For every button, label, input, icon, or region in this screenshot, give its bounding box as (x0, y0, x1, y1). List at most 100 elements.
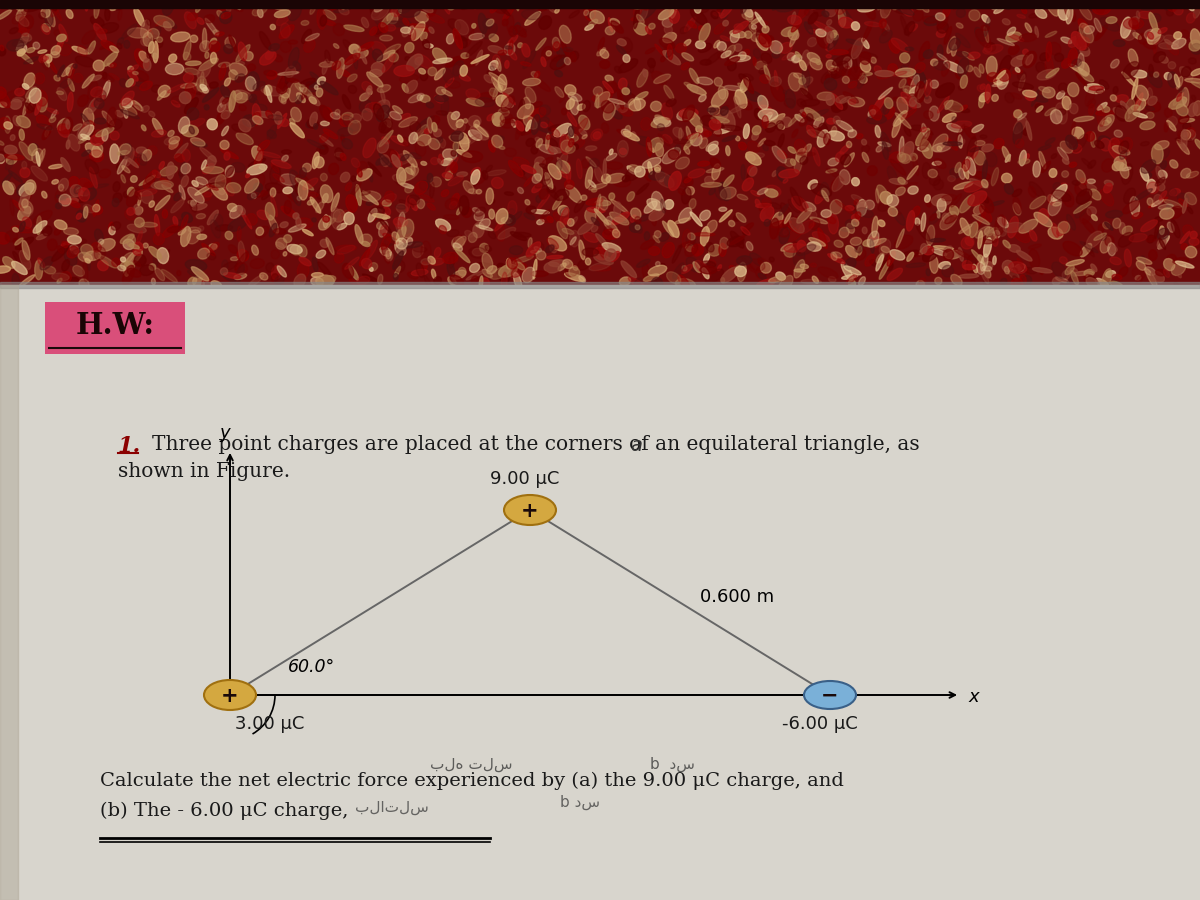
Ellipse shape (344, 212, 354, 225)
Ellipse shape (25, 180, 36, 194)
Ellipse shape (552, 129, 560, 137)
Ellipse shape (1087, 207, 1097, 216)
Ellipse shape (580, 129, 587, 136)
Ellipse shape (810, 217, 828, 224)
Ellipse shape (832, 61, 848, 78)
Ellipse shape (1188, 207, 1193, 213)
Ellipse shape (186, 119, 205, 129)
Ellipse shape (1018, 124, 1027, 136)
Ellipse shape (736, 212, 746, 222)
Ellipse shape (337, 128, 353, 136)
Ellipse shape (1038, 145, 1051, 150)
Ellipse shape (383, 112, 391, 128)
Ellipse shape (386, 21, 407, 27)
Ellipse shape (686, 126, 692, 143)
Ellipse shape (0, 154, 5, 164)
Ellipse shape (247, 72, 259, 89)
Ellipse shape (1165, 0, 1175, 8)
Ellipse shape (1105, 211, 1123, 218)
Ellipse shape (377, 105, 390, 122)
Ellipse shape (997, 217, 1008, 228)
Ellipse shape (482, 253, 493, 272)
Ellipse shape (179, 92, 191, 104)
Ellipse shape (868, 231, 878, 248)
Ellipse shape (881, 0, 892, 18)
Ellipse shape (790, 218, 804, 233)
Ellipse shape (1013, 189, 1022, 197)
Ellipse shape (248, 94, 254, 102)
Ellipse shape (972, 249, 985, 265)
Ellipse shape (1112, 146, 1130, 155)
Ellipse shape (793, 55, 802, 62)
Ellipse shape (764, 140, 775, 146)
Ellipse shape (498, 50, 506, 55)
Ellipse shape (56, 34, 66, 41)
Ellipse shape (959, 0, 980, 7)
Ellipse shape (446, 230, 460, 237)
Ellipse shape (611, 200, 628, 213)
Ellipse shape (440, 98, 449, 115)
Ellipse shape (642, 263, 649, 279)
Ellipse shape (439, 226, 446, 234)
Ellipse shape (59, 24, 67, 41)
Ellipse shape (1046, 68, 1058, 78)
Ellipse shape (1096, 0, 1105, 14)
Ellipse shape (402, 220, 414, 238)
Ellipse shape (1102, 158, 1114, 172)
Ellipse shape (200, 85, 208, 91)
Ellipse shape (326, 238, 334, 255)
Text: 9.00 μC: 9.00 μC (491, 470, 559, 488)
Ellipse shape (932, 249, 947, 256)
Ellipse shape (448, 176, 463, 186)
Ellipse shape (16, 237, 34, 249)
Ellipse shape (22, 199, 29, 208)
Ellipse shape (1165, 6, 1169, 10)
Ellipse shape (253, 98, 259, 117)
Ellipse shape (17, 49, 25, 56)
Ellipse shape (134, 49, 149, 68)
Ellipse shape (527, 122, 533, 129)
Ellipse shape (1019, 33, 1037, 41)
Ellipse shape (504, 192, 514, 195)
Ellipse shape (394, 66, 414, 77)
Ellipse shape (797, 208, 812, 223)
Ellipse shape (817, 35, 829, 49)
Ellipse shape (526, 242, 540, 256)
Ellipse shape (127, 70, 138, 81)
Ellipse shape (217, 184, 226, 194)
Ellipse shape (83, 74, 95, 88)
Ellipse shape (434, 68, 445, 80)
Ellipse shape (208, 156, 216, 167)
Ellipse shape (546, 245, 554, 253)
Ellipse shape (317, 8, 326, 30)
Ellipse shape (833, 55, 851, 66)
Ellipse shape (41, 24, 49, 34)
Ellipse shape (906, 211, 914, 231)
Ellipse shape (1062, 171, 1068, 177)
Ellipse shape (550, 147, 562, 153)
Ellipse shape (796, 51, 800, 58)
Ellipse shape (413, 247, 427, 252)
Ellipse shape (1174, 32, 1182, 39)
Ellipse shape (883, 138, 888, 142)
Ellipse shape (809, 125, 826, 138)
Ellipse shape (709, 260, 715, 265)
Ellipse shape (409, 2, 427, 6)
Ellipse shape (253, 192, 260, 196)
Ellipse shape (474, 212, 485, 220)
Ellipse shape (775, 272, 786, 280)
Ellipse shape (366, 201, 374, 205)
Ellipse shape (1123, 188, 1135, 203)
Ellipse shape (408, 195, 420, 205)
Ellipse shape (254, 149, 264, 169)
Ellipse shape (534, 162, 542, 181)
Ellipse shape (139, 176, 155, 185)
Ellipse shape (504, 269, 520, 277)
Ellipse shape (790, 220, 796, 228)
Ellipse shape (30, 143, 40, 159)
Ellipse shape (889, 40, 900, 53)
Ellipse shape (391, 153, 413, 165)
Ellipse shape (662, 32, 677, 43)
Ellipse shape (695, 260, 710, 276)
Ellipse shape (655, 167, 660, 173)
